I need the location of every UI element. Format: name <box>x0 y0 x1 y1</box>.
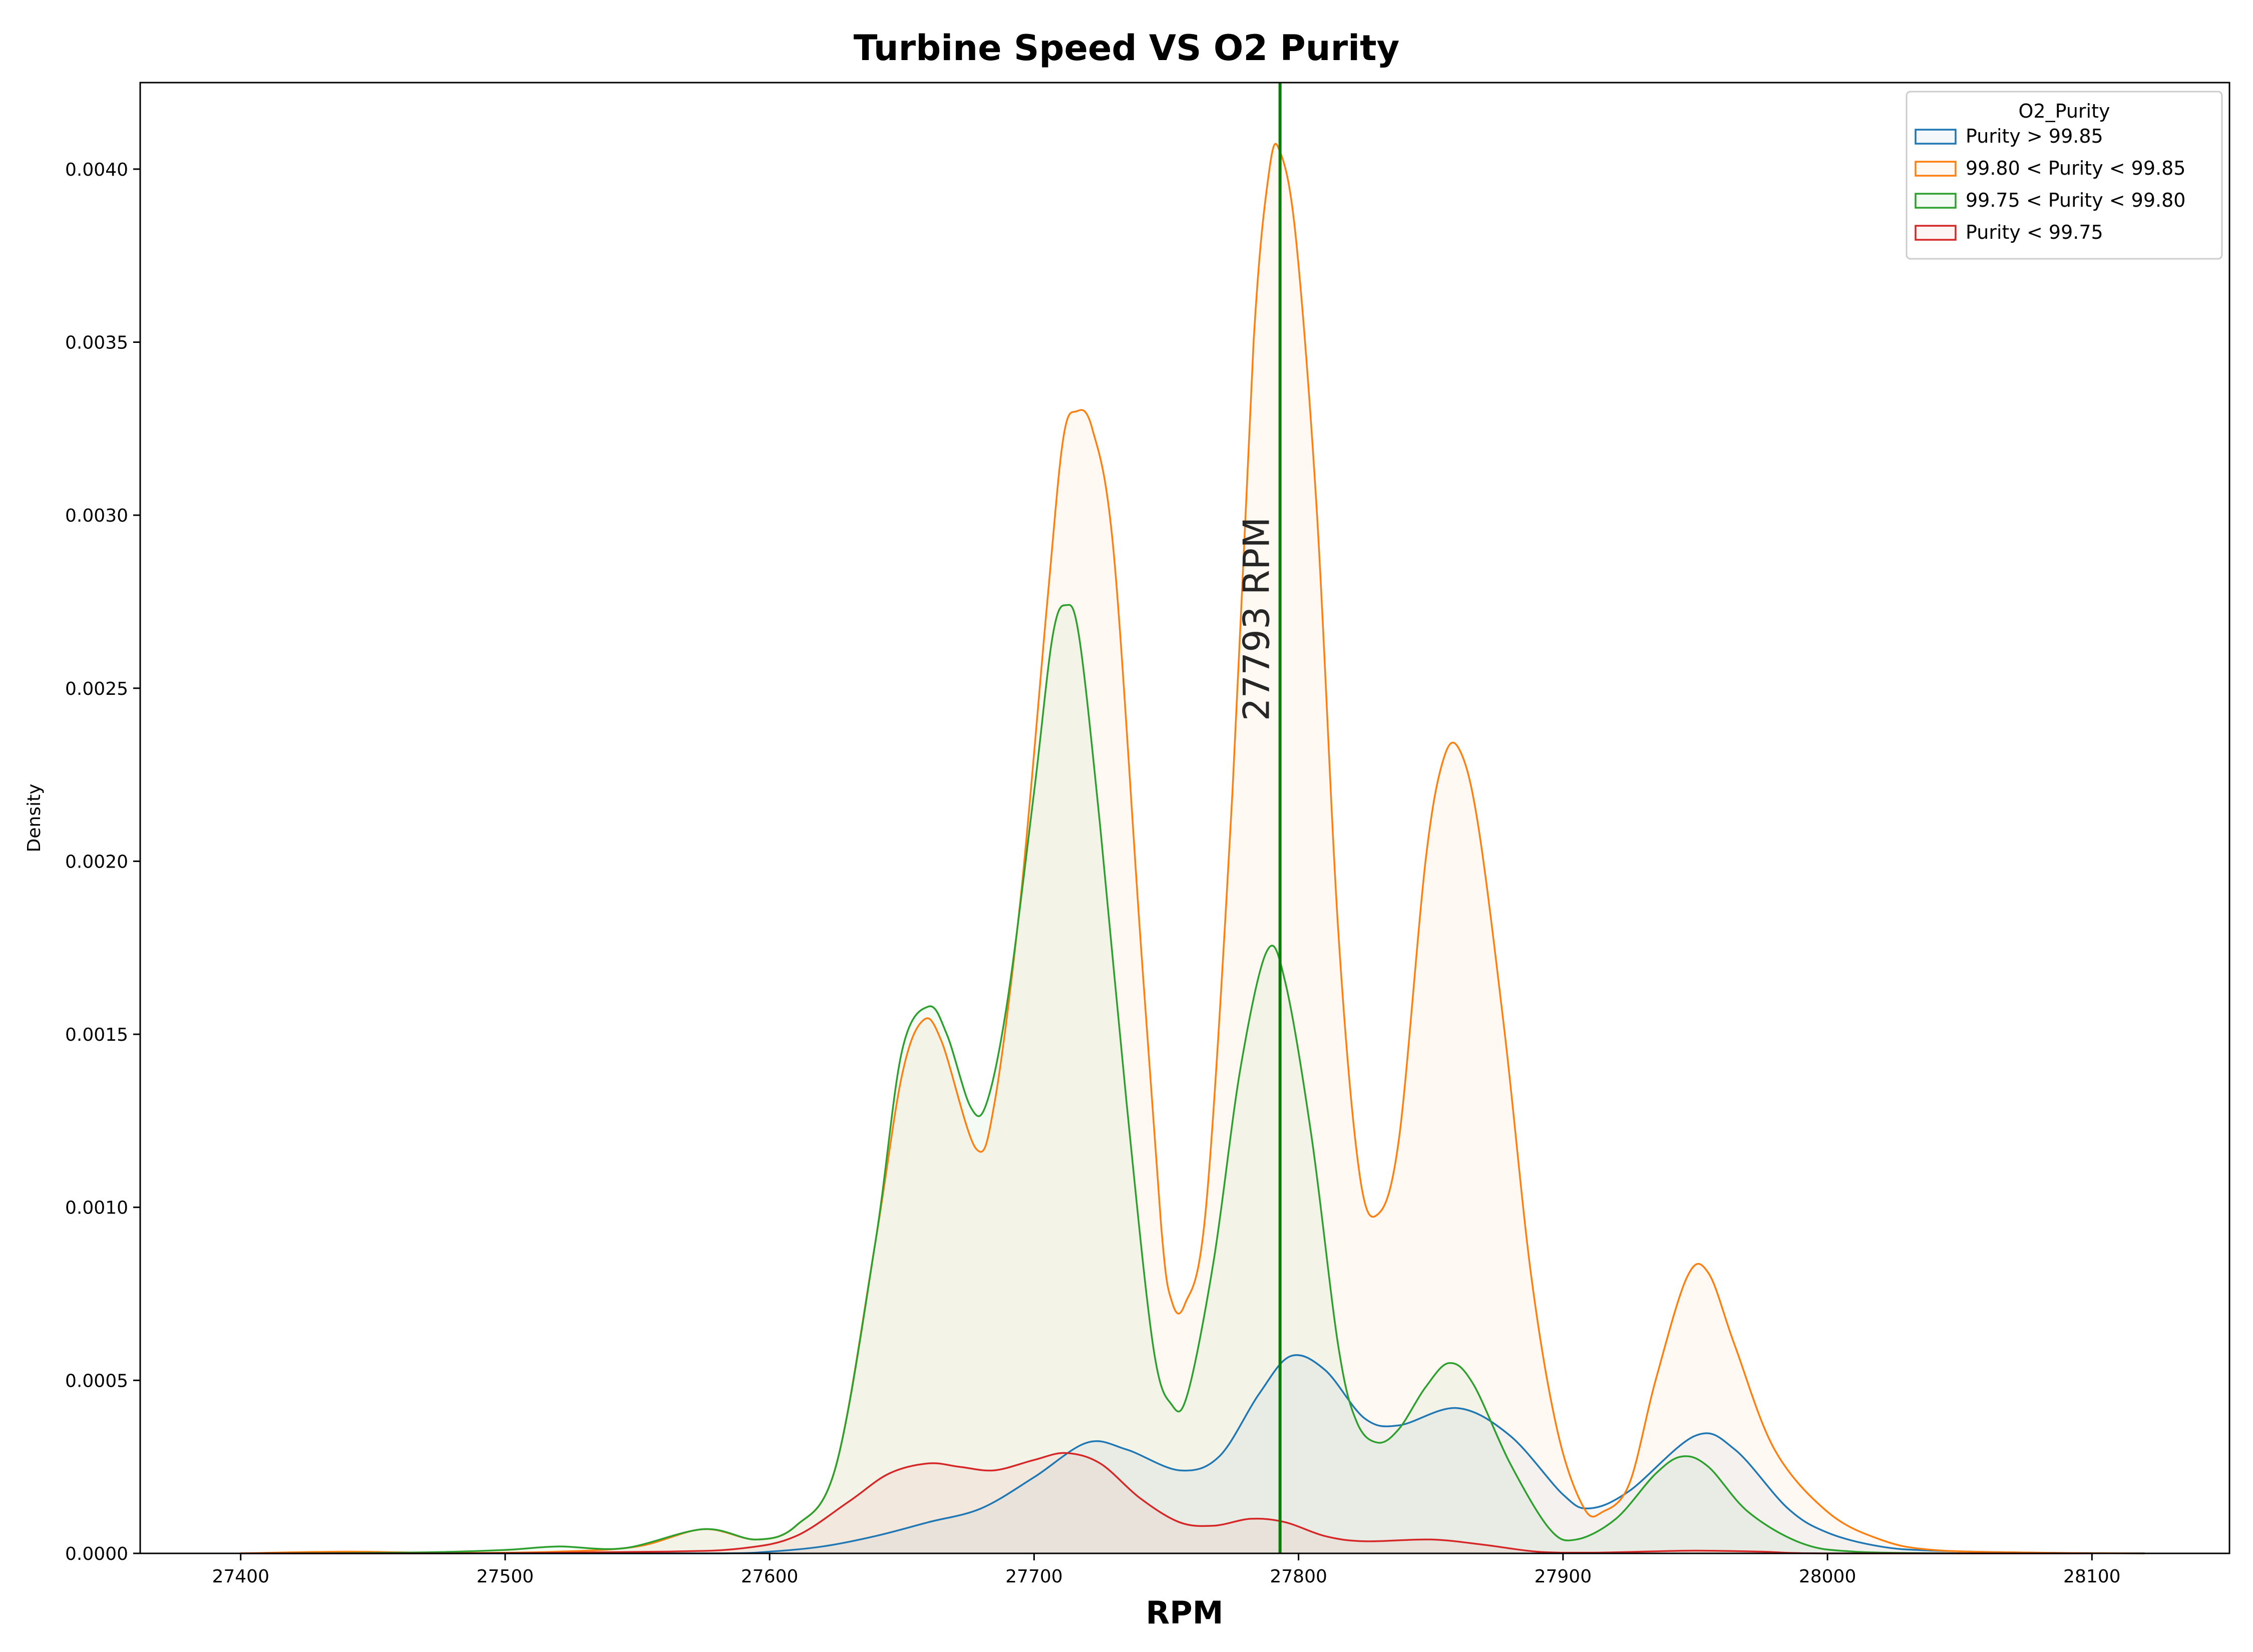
y-axis-ticks: 0.0000 0.0005 0.0010 0.0015 0.0020 0.0025 0.00… <box>65 160 140 1564</box>
series-area-2 <box>293 605 1960 1553</box>
legend-label-3: Purity < 99.75 <box>1966 221 2103 243</box>
y-tick-label: 0.0035 <box>65 332 128 353</box>
y-tick-label: 0.0010 <box>65 1198 128 1218</box>
x-tick-label: 27400 <box>212 1566 269 1587</box>
x-tick-label: 28000 <box>1799 1566 1856 1587</box>
legend-box <box>1906 91 2223 260</box>
chart-title: Turbine Speed VS O2 Purity <box>854 28 1399 69</box>
legend: O2_Purity Purity > 99.85 99.80 < Purity < … <box>1906 91 2223 260</box>
series-area-3 <box>240 1453 2092 1553</box>
x-tick-label: 27900 <box>1535 1566 1592 1587</box>
series-line-2 <box>293 604 1960 1554</box>
plot-frame <box>139 82 2230 1554</box>
legend-swatch-0 <box>1915 129 1957 145</box>
reference-line-group: 27793 RPM <box>1236 83 1282 1553</box>
series-areas <box>240 144 2145 1553</box>
x-tick-label: 27500 <box>477 1566 534 1587</box>
y-tick-label: 0.0030 <box>65 506 128 526</box>
legend-title: O2_Purity <box>2019 100 2110 122</box>
series-line-3 <box>240 1452 2092 1554</box>
x-tick-label: 27600 <box>741 1566 799 1587</box>
legend-swatch-3 <box>1915 225 1957 241</box>
y-tick-label: 0.0025 <box>65 679 128 699</box>
y-tick-label: 0.0000 <box>65 1544 128 1564</box>
x-tick-label: 28100 <box>2063 1566 2121 1587</box>
series-line-0 <box>240 1354 2145 1554</box>
legend-label-0: Purity > 99.85 <box>1966 125 2103 147</box>
x-axis-ticks: 27400 27500 27600 27700 27800 27900 28000 28100 <box>212 1553 2121 1587</box>
legend-swatch-1 <box>1915 161 1957 177</box>
x-axis-label: RPM <box>1146 1594 1224 1631</box>
series-lines <box>240 143 2145 1554</box>
y-axis-label: Density <box>24 784 45 853</box>
reference-line-label: 27793 RPM <box>1236 517 1278 721</box>
y-tick-label: 0.0015 <box>65 1025 128 1045</box>
y-tick-label: 0.0020 <box>65 852 128 872</box>
legend-label-1: 99.80 < Purity < 99.85 <box>1966 157 2185 179</box>
x-tick-label: 27800 <box>1270 1566 1327 1587</box>
y-tick-label: 0.0040 <box>65 160 128 180</box>
legend-label-2: 99.75 < Purity < 99.80 <box>1966 189 2185 211</box>
y-tick-label: 0.0005 <box>65 1371 128 1391</box>
legend-swatch-2 <box>1915 193 1957 209</box>
series-line-1 <box>240 143 2145 1554</box>
series-area-0 <box>240 1355 2145 1553</box>
x-tick-label: 27700 <box>1005 1566 1063 1587</box>
